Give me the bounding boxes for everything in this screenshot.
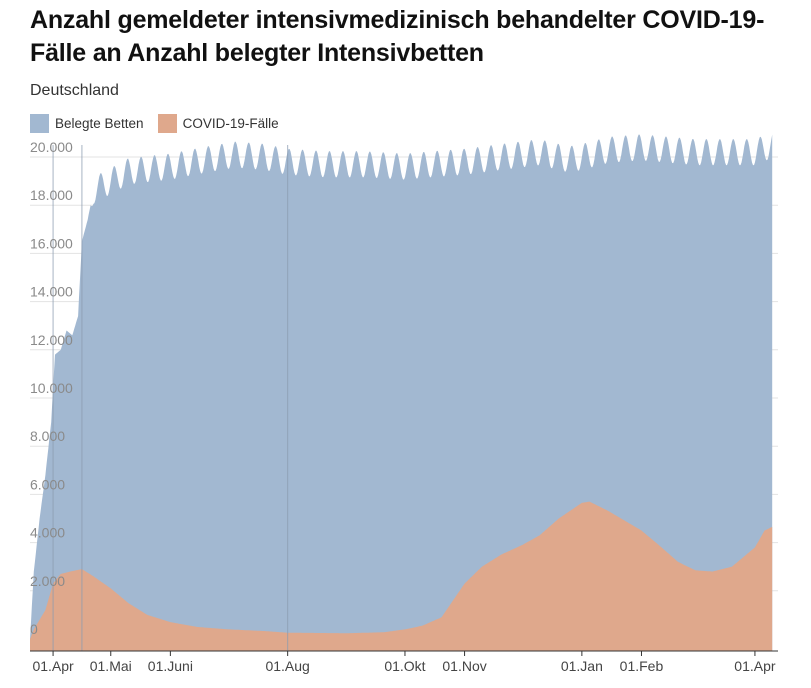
chart-subtitle: Deutschland [30, 82, 119, 99]
chart-title: Anzahl gemeldeter intensivmedizinisch be… [30, 6, 765, 67]
axes: 0 2.000 4.000 6.000 8.000 10.000 12.000 14.000 1… [30, 139, 778, 674]
legend-item-covid[interactable]: COVID-19-Fälle [157, 114, 279, 133]
y-tick-label: 2.000 [30, 573, 65, 589]
y-tick-label: 0 [30, 621, 38, 637]
x-tick-label: 01.Okt [384, 658, 425, 674]
y-tick-label: 10.000 [30, 380, 73, 396]
y-tick-label: 12.000 [30, 332, 73, 348]
x-tick-label: 01.Mai [90, 658, 132, 674]
legend: Belegte Betten COVID-19-Fälle [30, 114, 293, 133]
x-tick-label: 01.Feb [620, 658, 664, 674]
area-covid-faelle [30, 501, 773, 651]
x-tick-label: 01.Juni [148, 658, 193, 674]
x-tick-label: 01.Nov [442, 658, 486, 674]
vertical-reference-lines [52, 145, 289, 651]
legend-label-covid: COVID-19-Fälle [182, 116, 279, 131]
y-tick-label: 6.000 [30, 476, 65, 492]
y-tick-label: 4.000 [30, 525, 65, 541]
y-tick-label: 18.000 [30, 187, 73, 203]
x-tick-label: 01.Apr [734, 658, 776, 674]
legend-swatch-covid [157, 114, 177, 133]
area-series-layer [30, 134, 773, 652]
x-tick-label: 01.Apr [32, 658, 74, 674]
y-tick-label: 16.000 [30, 235, 73, 251]
y-tick-label: 14.000 [30, 284, 73, 300]
y-tick-label: 8.000 [30, 428, 65, 444]
y-tick-label: 20.000 [30, 139, 73, 155]
legend-item-beds[interactable]: Belegte Betten [30, 114, 144, 133]
x-tick-label: 01.Jan [561, 658, 603, 674]
legend-label-beds: Belegte Betten [55, 116, 144, 131]
legend-swatch-beds [30, 114, 49, 133]
x-tick-label: 01.Aug [265, 658, 309, 674]
